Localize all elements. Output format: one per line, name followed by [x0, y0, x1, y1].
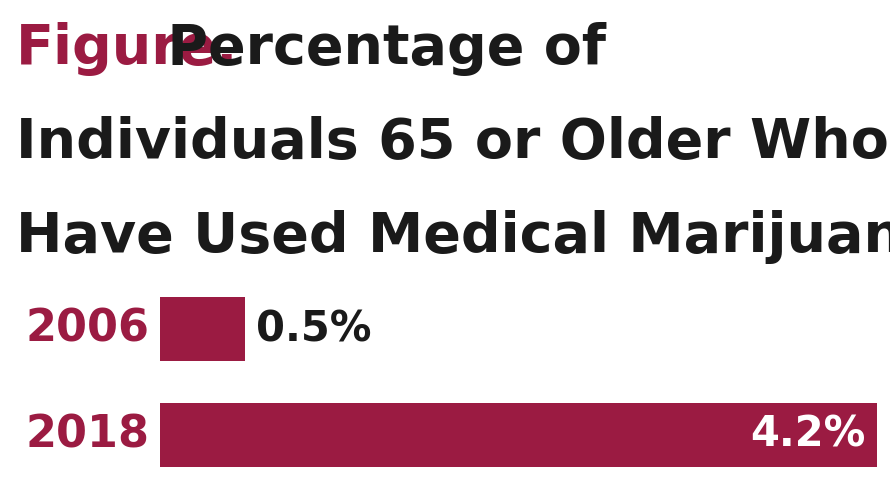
- Text: Individuals 65 or Older Who: Individuals 65 or Older Who: [16, 116, 889, 170]
- Text: Figure.: Figure.: [16, 21, 239, 75]
- Text: 4.2%: 4.2%: [750, 414, 866, 456]
- Text: Percentage of: Percentage of: [148, 21, 606, 75]
- Bar: [160, 297, 246, 361]
- Text: 2006: 2006: [26, 308, 150, 351]
- Text: Have Used Medical Marijuana: Have Used Medical Marijuana: [16, 210, 890, 264]
- Text: 2018: 2018: [26, 413, 150, 456]
- Text: 0.5%: 0.5%: [256, 308, 372, 350]
- Bar: [160, 403, 877, 467]
